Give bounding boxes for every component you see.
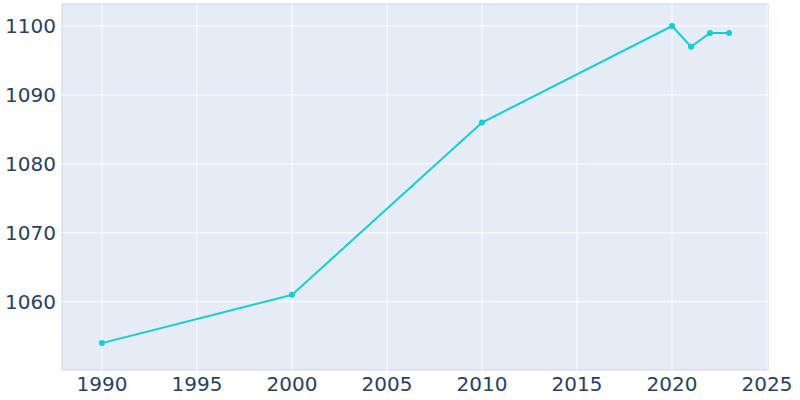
tick-label: 2010	[457, 372, 508, 396]
tick-label: 1070	[5, 221, 56, 245]
tick-label: 1995	[171, 372, 222, 396]
tick-label: 1080	[5, 152, 56, 176]
plot-area	[62, 4, 768, 370]
point	[669, 23, 675, 29]
tick-label: 1990	[76, 372, 127, 396]
tick-label: 2025	[742, 372, 793, 396]
grid-line	[577, 4, 578, 370]
tick-label: 2005	[362, 372, 413, 396]
grid-line	[672, 4, 673, 370]
point	[99, 340, 105, 346]
point	[707, 30, 713, 36]
tick-label: 1090	[5, 83, 56, 107]
grid-line	[62, 163, 768, 164]
grid-line	[62, 26, 768, 27]
point	[688, 44, 694, 50]
grid-line	[62, 232, 768, 233]
grid-line	[101, 4, 102, 370]
tick-label: 2020	[647, 372, 698, 396]
point	[479, 120, 485, 126]
tick-label: 1100	[5, 14, 56, 38]
grid-line	[386, 4, 387, 370]
grid-line	[62, 94, 768, 95]
tick-label: 1060	[5, 290, 56, 314]
data-group	[99, 23, 732, 346]
grid-line	[196, 4, 197, 370]
grid-line	[767, 4, 768, 370]
chart: 1990 1995 2000 2005 2010 2015 2020 2025 1060 1070…	[0, 0, 800, 400]
point	[726, 30, 732, 36]
tick-label: 2000	[266, 372, 317, 396]
grid-line	[481, 4, 482, 370]
point	[289, 292, 295, 298]
grid-line	[291, 4, 292, 370]
line	[102, 26, 729, 343]
tick-label: 2015	[552, 372, 603, 396]
grid-line	[62, 301, 768, 302]
